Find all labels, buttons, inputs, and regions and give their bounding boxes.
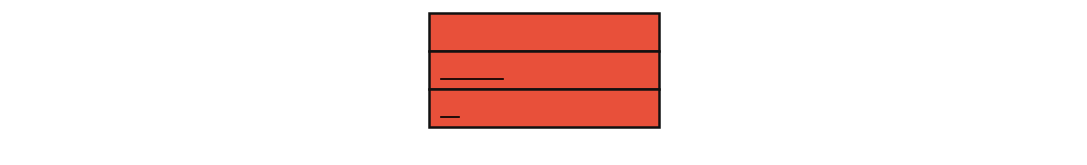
Text: ACMRTCONDITION: ACMRTCONDITION (458, 23, 629, 41)
Text: MANDT: MANDT (440, 63, 503, 78)
Text: [RAW (16)]: [RAW (16)] (459, 100, 558, 116)
Text: [CLNT (3)]: [CLNT (3)] (503, 63, 596, 78)
Text: ID: ID (440, 100, 459, 116)
